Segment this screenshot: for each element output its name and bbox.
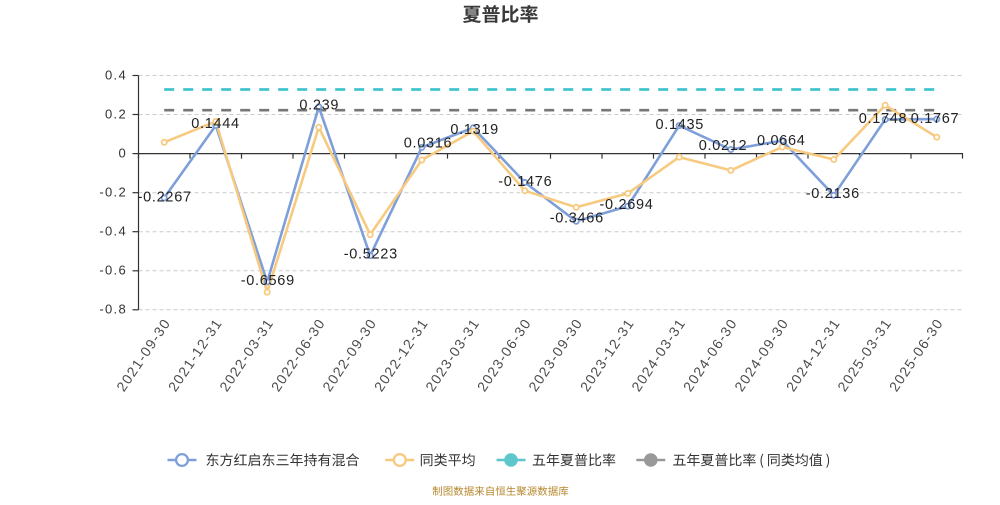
svg-text:-0.3466: -0.3466: [550, 211, 604, 227]
svg-text:0.1319: 0.1319: [450, 122, 499, 138]
svg-text:-0.8: -0.8: [99, 302, 127, 317]
svg-text:0.4: 0.4: [105, 67, 127, 82]
svg-text:-0.1476: -0.1476: [498, 174, 552, 190]
svg-text:-0.6: -0.6: [99, 263, 127, 278]
svg-text:0.239: 0.239: [299, 98, 339, 114]
svg-text:-0.4: -0.4: [99, 224, 127, 239]
svg-text:0.1444: 0.1444: [191, 116, 240, 132]
svg-text:0: 0: [118, 145, 127, 160]
svg-text:0.1767: 0.1767: [911, 111, 960, 127]
svg-text:-0.6569: -0.6569: [241, 273, 295, 289]
svg-text:-0.2136: -0.2136: [806, 186, 860, 202]
svg-text:0.1748: 0.1748: [859, 111, 908, 127]
svg-text:0.0212: 0.0212: [699, 138, 748, 154]
svg-text:-0.2694: -0.2694: [599, 197, 653, 213]
svg-text:0.2: 0.2: [105, 106, 127, 121]
svg-text:0.1435: 0.1435: [656, 117, 705, 133]
svg-text:-0.2267: -0.2267: [138, 190, 192, 206]
svg-text:-0.5223: -0.5223: [344, 247, 398, 263]
svg-text:0.0316: 0.0316: [404, 136, 453, 152]
svg-text:-0.2: -0.2: [99, 185, 127, 200]
svg-text:0.0664: 0.0664: [757, 133, 806, 149]
